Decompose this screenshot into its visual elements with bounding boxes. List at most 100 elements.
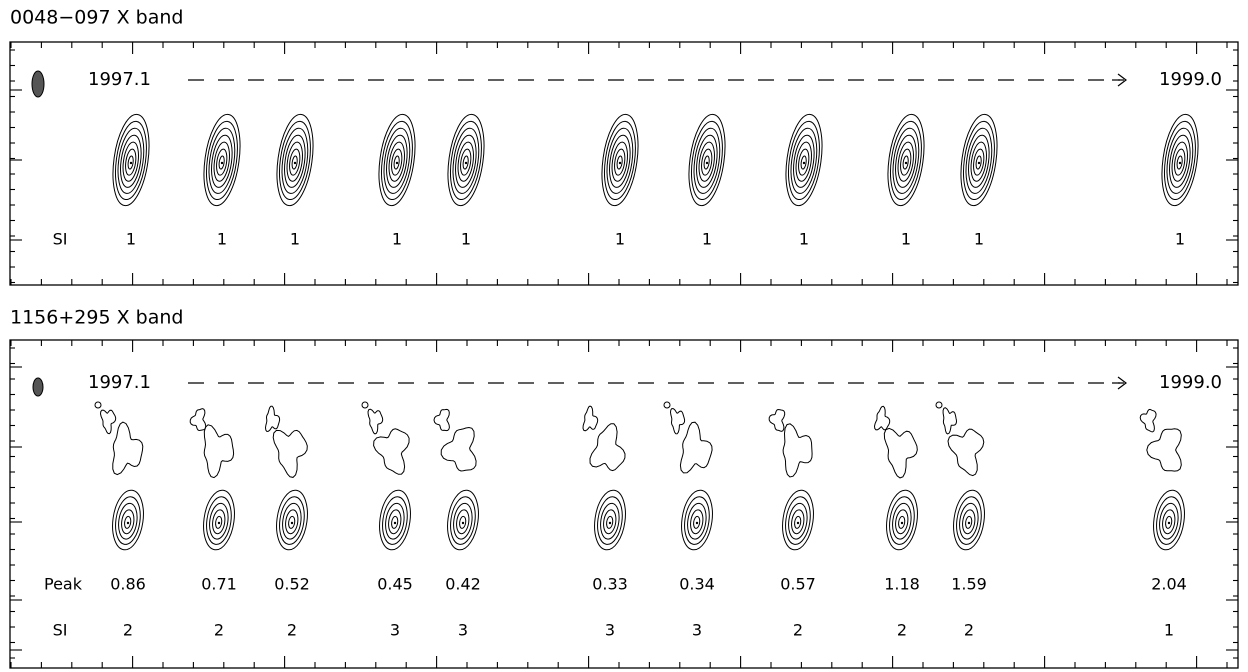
contour bbox=[275, 119, 315, 201]
si-value: 1 bbox=[1164, 621, 1174, 640]
si-value: 1 bbox=[126, 230, 136, 249]
contour bbox=[273, 488, 311, 552]
si-value: 1 bbox=[974, 230, 984, 249]
jet-contour bbox=[441, 428, 476, 472]
peak-value: 0.86 bbox=[110, 575, 146, 594]
si-value: 2 bbox=[214, 621, 224, 640]
contour-map bbox=[583, 406, 629, 552]
jet-contour bbox=[664, 402, 670, 408]
contour bbox=[961, 509, 976, 534]
jet-contour bbox=[434, 409, 449, 430]
peak-dot bbox=[901, 522, 903, 524]
peak-dot bbox=[294, 162, 296, 164]
peak-dot bbox=[609, 522, 611, 524]
beam bbox=[32, 71, 44, 97]
peak-dot bbox=[905, 162, 907, 164]
peak-value: 0.34 bbox=[679, 575, 715, 594]
contour bbox=[202, 119, 242, 201]
contour bbox=[455, 509, 470, 534]
peak-value: 2.04 bbox=[1151, 575, 1187, 594]
jet-contour bbox=[374, 429, 410, 475]
contour bbox=[199, 112, 245, 208]
si-value: 1 bbox=[702, 230, 712, 249]
jet-contour bbox=[783, 424, 812, 477]
contour bbox=[200, 488, 238, 552]
contour bbox=[950, 488, 988, 552]
si-value: 1 bbox=[217, 230, 227, 249]
peak-dot bbox=[462, 522, 464, 524]
contour bbox=[781, 112, 827, 208]
si-label: SI bbox=[53, 230, 68, 249]
jet-contour bbox=[769, 410, 785, 432]
jet-contour bbox=[1147, 429, 1182, 471]
contour bbox=[1157, 112, 1203, 208]
peak-dot bbox=[803, 162, 805, 164]
jet-contour bbox=[266, 406, 280, 431]
peak-value: 0.52 bbox=[274, 575, 310, 594]
contour-map bbox=[936, 402, 988, 552]
contour bbox=[600, 119, 640, 201]
contour bbox=[444, 488, 482, 552]
arrow-head bbox=[1112, 74, 1126, 86]
si-value: 1 bbox=[615, 230, 625, 249]
contour-map bbox=[266, 406, 312, 552]
si-value: 3 bbox=[605, 621, 615, 640]
peak-dot bbox=[218, 522, 220, 524]
contour bbox=[284, 509, 299, 534]
peak-value: 1.59 bbox=[951, 575, 987, 594]
contour-map bbox=[199, 112, 245, 208]
contour-map bbox=[597, 112, 643, 208]
contour bbox=[678, 488, 716, 552]
contour-map bbox=[1157, 112, 1203, 208]
jet-contour bbox=[948, 429, 984, 476]
jet-contour bbox=[101, 410, 116, 434]
contour-map bbox=[956, 112, 1002, 208]
contour-map bbox=[190, 409, 238, 552]
contour bbox=[1150, 488, 1188, 552]
si-value: 1 bbox=[901, 230, 911, 249]
contour-map bbox=[769, 410, 817, 552]
jet-contour bbox=[368, 409, 383, 434]
start-epoch: 1997.1 bbox=[88, 372, 151, 393]
si-value: 1 bbox=[799, 230, 809, 249]
contour bbox=[894, 509, 909, 534]
contour bbox=[376, 488, 414, 552]
contour bbox=[111, 119, 151, 201]
si-value: 1 bbox=[461, 230, 471, 249]
contour-map bbox=[883, 112, 929, 208]
contour bbox=[883, 112, 929, 208]
jet-contour bbox=[936, 402, 942, 408]
contour bbox=[109, 488, 147, 552]
contour bbox=[108, 112, 154, 208]
contour bbox=[784, 119, 824, 201]
contour-map bbox=[374, 112, 420, 208]
panel-title: 1156+295 X band bbox=[10, 307, 183, 329]
peak-dot bbox=[221, 162, 223, 164]
contour bbox=[597, 112, 643, 208]
contour bbox=[443, 112, 489, 208]
si-value: 3 bbox=[458, 621, 468, 640]
peak-dot bbox=[291, 522, 293, 524]
jet-contour bbox=[204, 425, 233, 478]
si-value: 1 bbox=[1175, 230, 1185, 249]
si-value: 2 bbox=[123, 621, 133, 640]
jet-contour bbox=[884, 428, 917, 478]
jet-contour bbox=[273, 430, 307, 477]
contour-map bbox=[1140, 409, 1188, 551]
contour bbox=[211, 509, 226, 534]
contour-map bbox=[875, 406, 922, 551]
si-value: 1 bbox=[290, 230, 300, 249]
jet-contour bbox=[680, 422, 712, 473]
panel-title: 0048−097 X band bbox=[10, 7, 183, 29]
peak-value: 1.18 bbox=[884, 575, 920, 594]
peak-value: 0.71 bbox=[201, 575, 237, 594]
contour bbox=[886, 119, 926, 201]
contour bbox=[1160, 119, 1200, 201]
si-value: 2 bbox=[793, 621, 803, 640]
peak-dot bbox=[127, 522, 129, 524]
peak-value: 0.33 bbox=[592, 575, 628, 594]
contour-map bbox=[443, 112, 489, 208]
contour bbox=[602, 509, 617, 534]
jet-contour bbox=[583, 406, 598, 431]
contour bbox=[1161, 509, 1176, 534]
